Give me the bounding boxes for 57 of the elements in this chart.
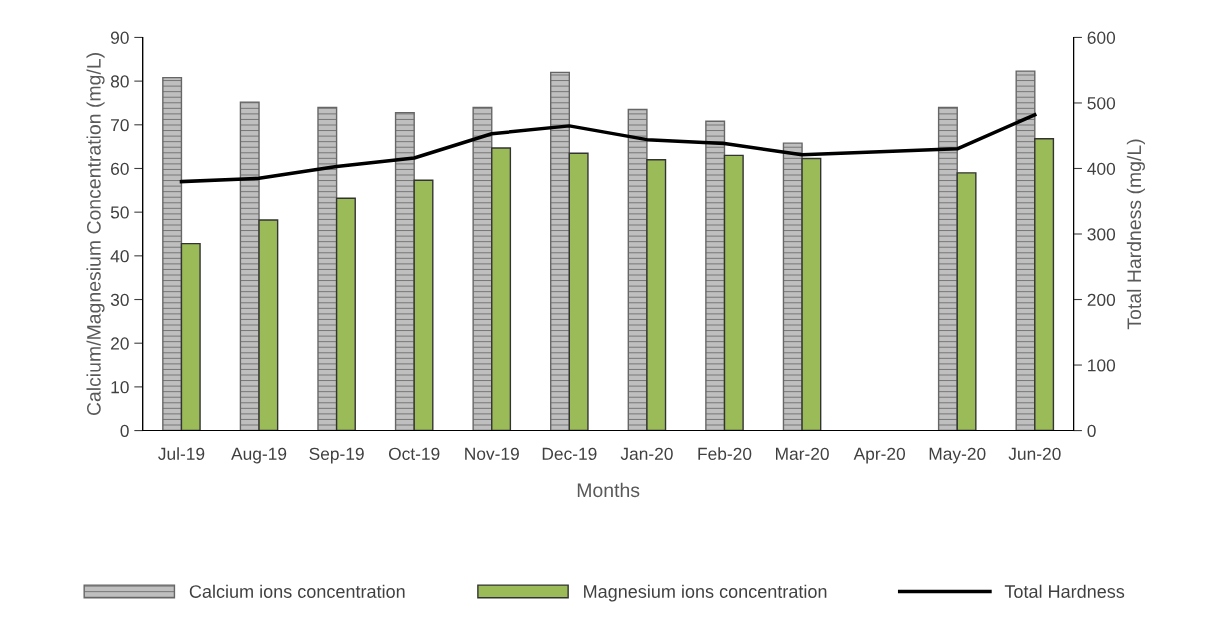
bar <box>723 154 744 431</box>
bar <box>1015 70 1036 431</box>
bar <box>180 242 201 431</box>
x-tick-label: Aug-19 <box>231 447 287 464</box>
y2-axis-title: Total Hardness (mg/L) <box>1126 139 1145 330</box>
x-tick-label: Nov-19 <box>465 447 519 460</box>
y-axis-title: Calcium/Magnesium Concentration (mg/L) <box>86 53 105 416</box>
y-tick-label: 90 <box>110 31 129 44</box>
line-series <box>179 113 1037 184</box>
bar <box>413 179 434 431</box>
x-axis-title: Months <box>577 482 640 498</box>
legend-label: Magnesium ions concentration <box>584 584 827 602</box>
y-tick-label: 10 <box>111 381 129 394</box>
bar <box>335 197 356 431</box>
y-tick-label: 80 <box>110 75 129 88</box>
x-tick-label: Jun-20 <box>1008 447 1061 460</box>
y2-tick-label: 400 <box>1087 162 1116 175</box>
bar <box>258 219 279 431</box>
bar <box>646 159 667 431</box>
y-tick-label: 50 <box>110 206 129 219</box>
bar <box>239 101 260 431</box>
y-tick-label: 70 <box>111 118 129 132</box>
y2-tick-label: 500 <box>1087 97 1116 110</box>
y-tick-label: 40 <box>110 250 129 263</box>
bar <box>627 108 648 431</box>
y-tick-label: 60 <box>111 162 129 175</box>
legend-label: Calcium ions concentration <box>189 584 405 598</box>
x-tick-label: Sep-19 <box>309 447 364 464</box>
bar <box>568 152 589 431</box>
bar <box>394 111 415 431</box>
y2-tick-label: 600 <box>1087 31 1116 44</box>
bar <box>317 106 338 431</box>
y-tick-label: 20 <box>111 337 129 350</box>
bar <box>705 120 726 431</box>
x-tick-label: Mar-20 <box>776 447 829 460</box>
y2-tick-label: 300 <box>1087 228 1116 241</box>
y-tick-label: 0 <box>120 424 129 438</box>
bar <box>491 147 512 431</box>
bar <box>472 106 493 431</box>
y2-tick-label: 0 <box>1087 424 1096 438</box>
x-tick-label: Jul-19 <box>158 447 205 460</box>
bar <box>162 76 183 431</box>
x-tick-label: Dec-19 <box>542 447 597 460</box>
bar <box>937 106 958 431</box>
x-tick-label: May-20 <box>929 447 986 464</box>
bar <box>550 71 571 431</box>
bar <box>1034 138 1055 431</box>
y2-tick-label: 100 <box>1088 359 1116 372</box>
x-tick-label: Jan-20 <box>620 447 673 460</box>
bar <box>956 172 977 431</box>
legend-label: Total Hardness <box>1004 584 1125 598</box>
x-tick-label: Oct-19 <box>388 447 440 460</box>
x-tick-label: Apr-20 <box>853 447 906 464</box>
x-tick-label: Feb-20 <box>698 447 752 460</box>
y2-tick-label: 200 <box>1087 293 1116 306</box>
y-tick-label: 30 <box>110 293 129 306</box>
bar <box>801 157 822 431</box>
